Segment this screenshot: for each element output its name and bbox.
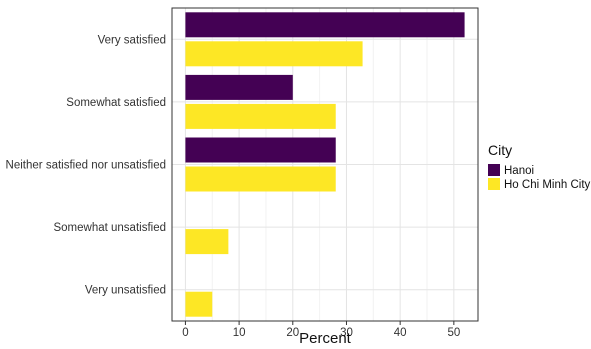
category-label: Very satisfied xyxy=(98,34,166,46)
bar-hanoi xyxy=(185,137,336,163)
plot-border xyxy=(171,7,479,322)
bars xyxy=(185,12,465,317)
x-tick-label: 0 xyxy=(182,327,188,339)
bar-hanoi xyxy=(185,74,293,100)
x-tick-label: 30 xyxy=(340,327,353,339)
legend: City Hanoi Ho Chi Minh City xyxy=(488,142,591,191)
category-label: Somewhat unsatisfied xyxy=(53,222,166,234)
category-label: Very unsatisfied xyxy=(85,285,166,297)
category-label: Somewhat satisfied xyxy=(66,97,166,109)
bar-hcmc xyxy=(185,41,363,67)
x-tick-label: 20 xyxy=(286,327,299,339)
x-tick-label: 10 xyxy=(233,327,246,339)
legend-swatch xyxy=(488,178,500,190)
plot-panel xyxy=(171,7,479,322)
bar-hcmc xyxy=(185,229,229,255)
legend-swatch xyxy=(488,164,500,176)
legend-title: City xyxy=(488,142,512,158)
bar-hcmc xyxy=(185,103,336,129)
category-labels: Very satisfied Somewhat satisfied Neither … xyxy=(6,34,166,296)
x-axis-title: Percent xyxy=(299,330,352,347)
bar-hanoi xyxy=(185,12,465,38)
category-label: Neither satisfied nor unsatisfied xyxy=(6,160,166,172)
x-tick-label: 40 xyxy=(394,327,407,339)
bar-hcmc xyxy=(185,166,336,192)
x-tick-label: 50 xyxy=(447,327,460,339)
x-axis-ticks: 0 10 20 30 40 50 xyxy=(182,321,460,339)
legend-items: Hanoi Ho Chi Minh City xyxy=(488,164,591,191)
bar-hcmc xyxy=(185,291,213,317)
legend-label: Hanoi xyxy=(504,165,534,177)
legend-label: Ho Chi Minh City xyxy=(504,179,591,191)
